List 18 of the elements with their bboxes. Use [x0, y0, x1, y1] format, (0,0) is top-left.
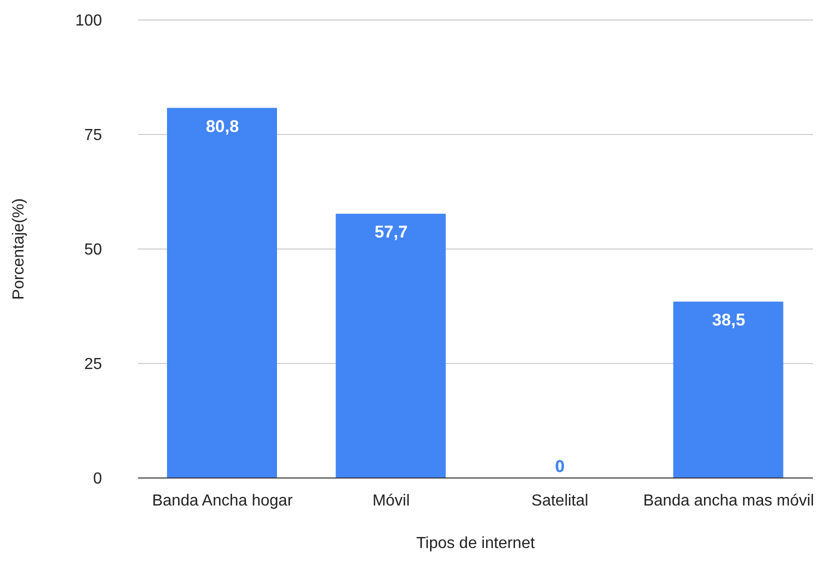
- bar: [336, 214, 446, 478]
- data-label: 0: [555, 457, 565, 476]
- y-tick-label: 0: [93, 470, 102, 488]
- data-label: 57,7: [374, 222, 408, 242]
- bar: [673, 302, 784, 478]
- y-tick-label: 75: [84, 127, 102, 144]
- x-tick-label: Móvil: [372, 492, 410, 510]
- x-tick-label: Banda Ancha hogar: [152, 492, 294, 510]
- y-tick-label: 25: [84, 356, 102, 374]
- data-label: 38,5: [712, 310, 746, 330]
- x-tick-label: Banda ancha mas móvil: [643, 492, 814, 510]
- y-tick-label: 50: [84, 242, 102, 259]
- x-tick-label: Satelital: [531, 492, 588, 510]
- x-axis-title: Tipos de internet: [416, 535, 536, 552]
- bar: [167, 108, 277, 478]
- y-axis-title: Porcentaje(%): [10, 198, 28, 300]
- data-label: 80,8: [206, 116, 239, 136]
- y-tick-label: 100: [75, 12, 102, 30]
